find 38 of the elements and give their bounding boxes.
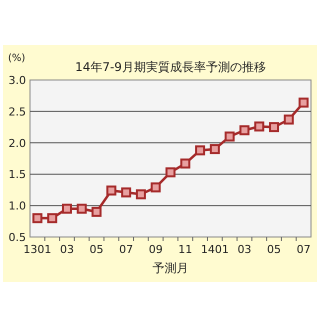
point [210,144,220,154]
x-tick-label: 03 [237,243,252,256]
point [106,186,116,196]
point [62,204,72,214]
point [269,122,280,132]
point [239,125,250,136]
point [284,114,294,125]
x-tick-label: 07 [119,243,134,256]
point [121,187,132,198]
y-tick-label: 3.0 [8,74,26,87]
point [254,121,264,132]
y-tick-label: 0.5 [8,231,26,244]
y-tick-label: 2.5 [8,105,26,118]
point [92,206,102,217]
y-tick-label: 1.5 [8,168,26,182]
point [180,158,190,169]
x-tick-label: 05 [267,243,282,256]
point [224,132,235,142]
x-axis-title: 予測月 [152,261,188,275]
x-tick-label: 05 [90,243,104,256]
y-tick-label: 1.0 [8,200,26,213]
point [150,182,161,192]
point [195,145,206,156]
point [166,167,176,178]
y-tick-label: 2.0 [8,136,26,150]
x-tick-label: 07 [296,243,311,256]
chart-title: 14年7-9月期実質成長率予測の推移 [75,60,266,74]
point [32,213,42,224]
point [136,189,146,200]
point [298,98,309,108]
x-tick-label: 1301 [23,243,52,256]
x-tick-label: 03 [60,243,74,256]
x-tick-label: 1401 [200,243,229,256]
x-tick-label: 09 [148,243,163,256]
y-axis-title: (%) [8,53,26,64]
x-tick-label: 11 [178,243,192,256]
point [47,213,58,224]
point [76,204,87,214]
